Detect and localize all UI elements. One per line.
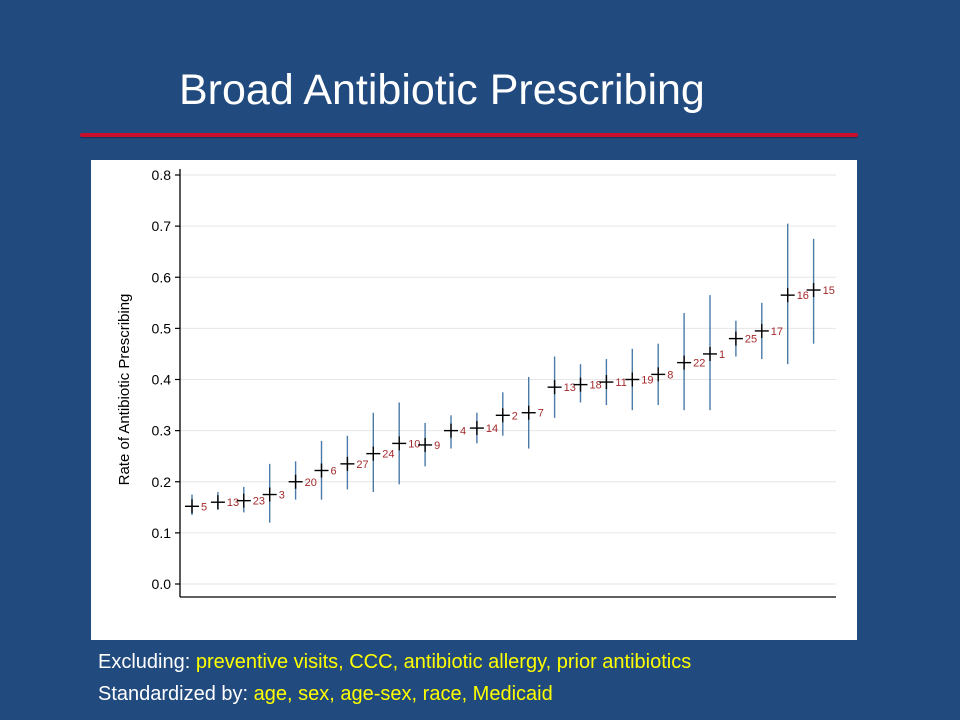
data-point: 24 — [366, 412, 395, 492]
data-point: 1 — [703, 295, 725, 411]
excluding-label: Excluding: — [98, 651, 191, 673]
point-label: 15 — [823, 285, 835, 297]
point-label: 3 — [279, 490, 285, 502]
caterpillar-chart: 0.0 0.1 0.2 0.3 0.4 0.5 0.6 0.7 0.8 Rate of Antib… — [116, 167, 836, 598]
data-point: 5 — [185, 494, 207, 515]
point-label: 25 — [745, 334, 757, 346]
y-tick-label: 0.4 — [152, 372, 172, 388]
y-tick-label: 0.1 — [152, 525, 172, 541]
excluding-note: Excluding: preventive visits, CCC, antib… — [98, 651, 691, 674]
y-tick-label: 0.7 — [152, 218, 172, 234]
y-tick-label: 0.5 — [152, 320, 172, 336]
standardized-label: Standardized by: — [98, 683, 249, 705]
data-point: 4 — [444, 415, 466, 449]
excluding-value: preventive visits, CCC, antibiotic aller… — [195, 651, 692, 673]
data-point: 7 — [521, 376, 544, 449]
point-label: 4 — [460, 426, 466, 438]
data-point: 10 — [392, 402, 420, 485]
point-label: 14 — [486, 423, 498, 435]
point-label: 8 — [667, 369, 673, 381]
data-point: 13 — [210, 491, 239, 510]
data-point: 27 — [340, 435, 369, 490]
standardized-note: Standardized by: age, sex, age-sex, race… — [98, 683, 553, 706]
data-point: 18 — [573, 364, 602, 403]
point-label: 19 — [641, 375, 653, 387]
data-point: 19 — [625, 348, 654, 411]
point-label: 23 — [253, 496, 265, 508]
data-point: 14 — [469, 412, 498, 444]
point-label: 24 — [382, 449, 394, 461]
slide-title: Broad Antibiotic Prescribing — [179, 66, 705, 114]
point-label: 13 — [564, 382, 576, 394]
title-divider — [80, 133, 858, 137]
y-tick-label: 0.2 — [152, 474, 172, 490]
point-label: 1 — [719, 349, 725, 361]
point-label: 7 — [538, 408, 544, 420]
data-point: 17 — [754, 302, 783, 360]
data-point: 23 — [236, 486, 265, 513]
data-point: 16 — [780, 223, 809, 365]
data-point: 6 — [314, 440, 337, 500]
point-label: 18 — [590, 380, 602, 392]
data-point: 22 — [677, 313, 705, 411]
y-tick-label: 0.6 — [152, 269, 172, 285]
data-point: 3 — [262, 463, 285, 523]
point-label: 13 — [227, 497, 239, 509]
data-point: 11 — [599, 359, 627, 406]
point-label: 27 — [356, 459, 368, 471]
point-label: 17 — [771, 326, 783, 338]
data-point: 2 — [495, 392, 518, 436]
point-label: 11 — [615, 377, 626, 389]
data-point: 20 — [288, 461, 317, 500]
standardized-value: age, sex, age-sex, race, Medicaid — [253, 683, 553, 705]
point-label: 2 — [512, 410, 518, 422]
data-point: 15 — [806, 238, 835, 344]
point-label: 20 — [305, 477, 317, 489]
point-label: 16 — [797, 290, 809, 302]
point-label: 10 — [408, 438, 420, 450]
data-point: 8 — [651, 343, 673, 406]
y-tick-label: 0.3 — [152, 423, 172, 439]
y-tick-label: 0.8 — [152, 167, 172, 183]
y-axis-label: Rate of Antibiotic Prescribing — [116, 294, 133, 486]
point-label: 22 — [693, 358, 705, 370]
y-tick-label: 0.0 — [152, 576, 172, 592]
point-label: 5 — [201, 501, 207, 513]
data-point: 13 — [547, 356, 576, 418]
data-point: 9 — [418, 422, 440, 467]
point-label: 6 — [331, 466, 337, 478]
chart-panel: 0.0 0.1 0.2 0.3 0.4 0.5 0.6 0.7 0.8 Rate of Antib… — [91, 160, 857, 640]
point-label: 9 — [434, 440, 440, 452]
data-point: 25 — [728, 320, 757, 357]
